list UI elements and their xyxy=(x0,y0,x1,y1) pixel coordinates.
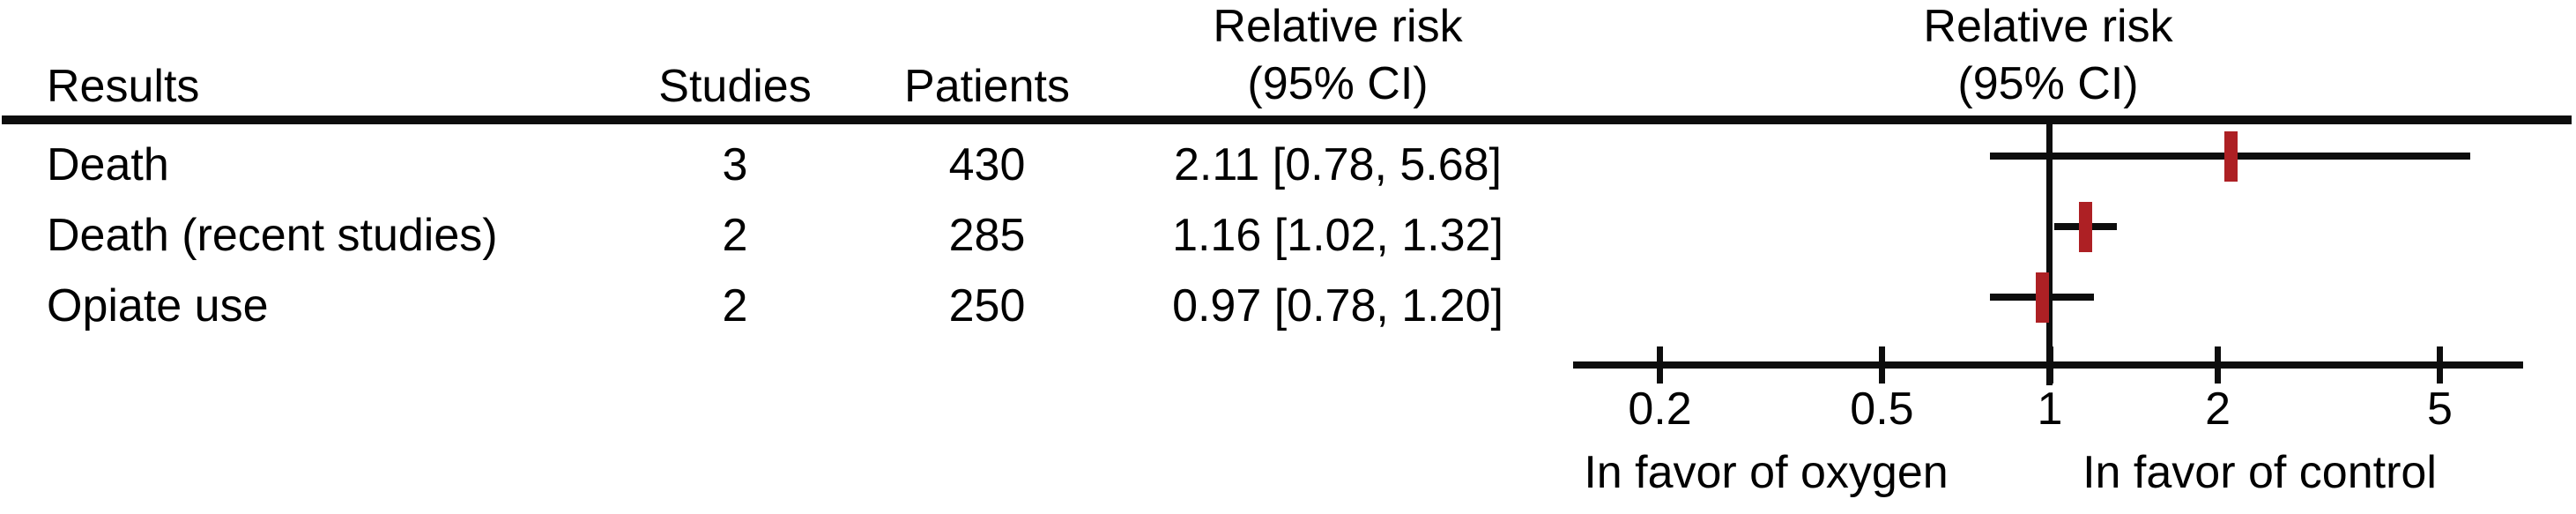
axis-tick xyxy=(1878,346,1885,384)
axis-tick-label: 1 xyxy=(2037,384,2063,435)
relative-risk-column-header-line1: Relative risk xyxy=(1213,1,1463,52)
patients-column-header: Patients xyxy=(904,61,1070,112)
relative-risk-column-header: Relative risk (95% CI) xyxy=(1073,0,1602,113)
row-patients-value: 285 xyxy=(948,210,1026,261)
header-rule xyxy=(2,115,2572,124)
studies-column-header: Studies xyxy=(658,61,812,112)
reference-line-rr-1 xyxy=(2046,124,2053,385)
axis-tick-label: 5 xyxy=(2426,384,2453,435)
row-rr-ci-value: 2.11 [0.78, 5.68] xyxy=(1174,139,1502,190)
plot-title-line2: (95% CI) xyxy=(1957,58,2139,109)
axis-tick-label: 0.2 xyxy=(1628,384,1692,435)
row-rr-ci-value: 1.16 [1.02, 1.32] xyxy=(1172,210,1503,261)
plot-title-line1: Relative risk xyxy=(1923,1,2173,52)
relative-risk-column-header-line2: (95% CI) xyxy=(1247,58,1429,109)
row-patients-value: 430 xyxy=(948,139,1026,190)
favor-oxygen-label: In favor of oxygen xyxy=(1584,447,1949,498)
plot-title: Relative risk (95% CI) xyxy=(1784,0,2312,113)
axis-tick xyxy=(2436,346,2443,384)
point-estimate-marker xyxy=(2223,131,2238,182)
row-result-label: Death (recent studies) xyxy=(47,210,498,261)
axis-tick-label: 2 xyxy=(2205,384,2231,435)
row-studies-value: 2 xyxy=(722,210,748,261)
favor-control-label: In favor of control xyxy=(2082,447,2437,498)
axis-tick xyxy=(2046,346,2053,384)
row-studies-value: 2 xyxy=(722,280,748,331)
row-patients-value: 250 xyxy=(948,280,1026,331)
axis-tick xyxy=(1657,346,1664,384)
row-rr-ci-value: 0.97 [0.78, 1.20] xyxy=(1172,280,1503,331)
point-estimate-marker xyxy=(2079,202,2093,252)
row-result-label: Opiate use xyxy=(47,280,269,331)
results-column-header: Results xyxy=(47,61,200,112)
axis-tick xyxy=(2215,346,2222,384)
point-estimate-marker xyxy=(2036,272,2050,323)
row-result-label: Death xyxy=(47,139,169,190)
axis-tick-label: 0.5 xyxy=(1850,384,1914,435)
row-studies-value: 3 xyxy=(722,139,748,190)
